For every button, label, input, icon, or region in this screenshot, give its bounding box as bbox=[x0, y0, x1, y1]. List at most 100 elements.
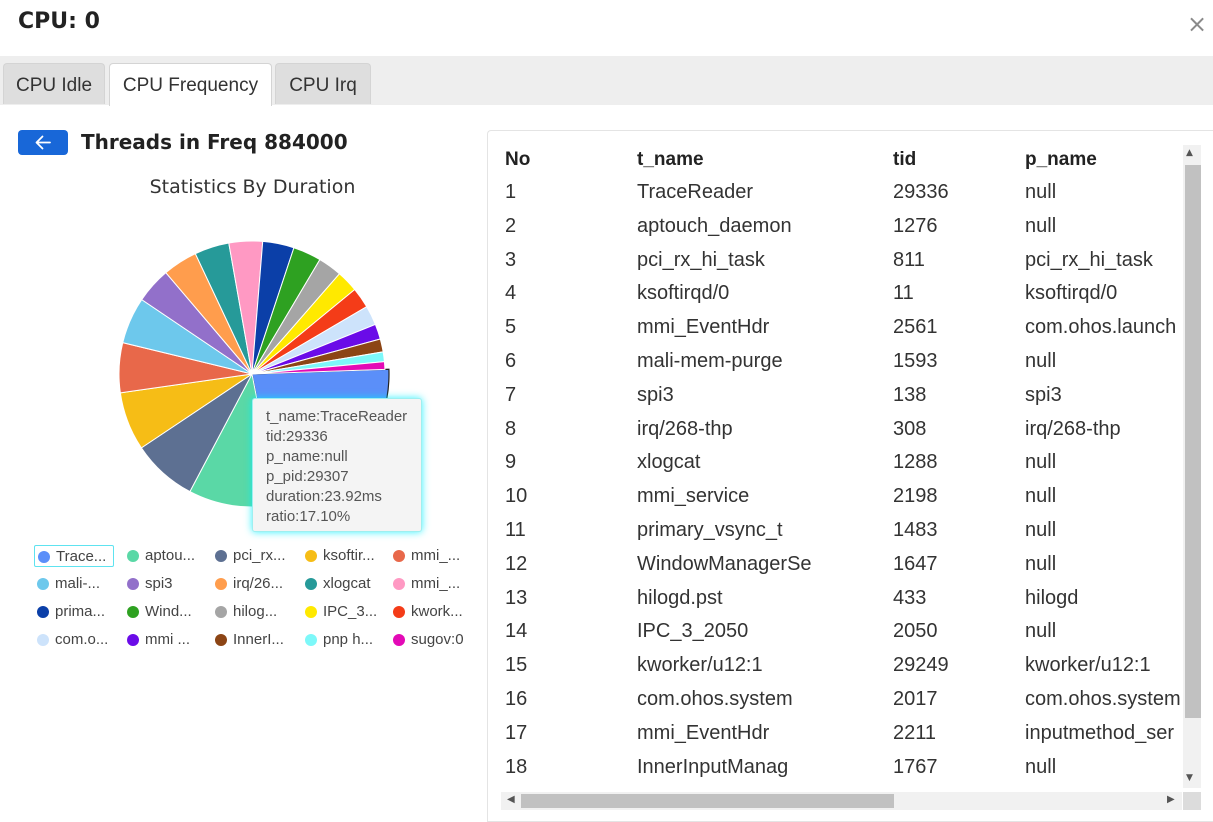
cell-t-name: mali-mem-purge bbox=[637, 350, 783, 372]
legend-label: Wind... bbox=[145, 603, 192, 620]
cell-p-name: null bbox=[1025, 350, 1057, 372]
cell-no: 3 bbox=[505, 248, 517, 271]
tooltip-duration: duration:23.92ms bbox=[266, 488, 382, 505]
table-row[interactable]: 14 IPC_3_2050 2050 null bbox=[488, 614, 1188, 648]
legend-color-dot bbox=[127, 634, 139, 646]
legend-item[interactable]: mmi_... bbox=[390, 573, 470, 595]
legend-label: xlogcat bbox=[323, 575, 371, 592]
cell-no: 9 bbox=[505, 451, 517, 474]
back-button[interactable] bbox=[18, 130, 68, 155]
cell-t-name: mmi_EventHdr bbox=[637, 721, 770, 744]
table-row[interactable]: 18 InnerInputManag 1767 null bbox=[488, 750, 1188, 784]
table-row[interactable]: 17 mmi_EventHdr 2211 inputmethod_ser bbox=[488, 716, 1188, 750]
legend-color-dot bbox=[305, 606, 317, 618]
pie-slice[interactable] bbox=[251, 361, 386, 375]
table-row[interactable]: 1 TraceReader 29336 null bbox=[488, 175, 1188, 209]
cell-no: 12 bbox=[505, 552, 528, 575]
cell-p-name: null bbox=[1025, 755, 1057, 778]
cell-p-name: null bbox=[1025, 552, 1057, 575]
cell-no: 16 bbox=[505, 688, 528, 710]
table-row[interactable]: 3 pci_rx_hi_task 811 pci_rx_hi_task bbox=[488, 243, 1188, 277]
legend-item[interactable]: xlogcat bbox=[302, 573, 382, 595]
legend-item[interactable]: hilog... bbox=[212, 601, 292, 623]
table-row[interactable]: 9 xlogcat 1288 null bbox=[488, 445, 1188, 479]
legend-item[interactable]: IPC_3... bbox=[302, 601, 382, 623]
legend-label: mmi_... bbox=[411, 547, 461, 564]
legend-item[interactable]: ksoftir... bbox=[302, 545, 382, 567]
table-row[interactable]: 5 mmi_EventHdr 2561 com.ohos.launch bbox=[488, 310, 1188, 344]
legend-color-dot bbox=[393, 634, 405, 646]
cell-tid: 1647 bbox=[893, 552, 938, 575]
cell-t-name: InnerInputManag bbox=[637, 755, 789, 778]
legend-label: mmi_... bbox=[411, 575, 461, 592]
cell-t-name: com.ohos.system bbox=[637, 688, 793, 710]
table-row[interactable]: 6 mali-mem-purge 1593 null bbox=[488, 344, 1188, 378]
cell-t-name: kworker/u12:1 bbox=[637, 654, 763, 677]
legend-color-dot bbox=[37, 634, 49, 646]
legend-item[interactable]: spi3 bbox=[124, 573, 204, 595]
table-row[interactable]: 12 WindowManagerSe 1647 null bbox=[488, 547, 1188, 581]
cell-tid: 1767 bbox=[893, 755, 938, 778]
table-row[interactable]: 16 com.ohos.system 2017 com.ohos.system bbox=[488, 682, 1188, 716]
column-header-p-name[interactable]: p_name bbox=[1025, 149, 1097, 170]
legend-item[interactable]: irq/26... bbox=[212, 573, 292, 595]
scroll-left-icon[interactable]: ◀ bbox=[507, 794, 515, 805]
legend-color-dot bbox=[38, 551, 50, 563]
scroll-right-icon[interactable]: ▶ bbox=[1167, 794, 1175, 805]
legend-item[interactable]: aptou... bbox=[124, 545, 204, 567]
legend-item[interactable]: kwork... bbox=[390, 601, 470, 623]
cell-no: 6 bbox=[505, 350, 517, 372]
legend-item[interactable]: InnerI... bbox=[212, 629, 292, 651]
legend-item[interactable]: Trace... bbox=[34, 545, 114, 567]
scroll-down-icon[interactable]: ▼ bbox=[1186, 773, 1193, 783]
cell-tid: 1288 bbox=[893, 451, 938, 474]
table-row[interactable]: 13 hilogd.pst 433 hilogd bbox=[488, 581, 1188, 615]
table-row[interactable]: 4 ksoftirqd/0 11 ksoftirqd/0 bbox=[488, 276, 1188, 310]
cell-tid: 2017 bbox=[893, 688, 938, 710]
legend-item[interactable]: mmi ... bbox=[124, 629, 204, 651]
cell-p-name: null bbox=[1025, 451, 1057, 474]
cell-no: 8 bbox=[505, 417, 517, 440]
table-row[interactable]: 7 spi3 138 spi3 bbox=[488, 378, 1188, 412]
tab-cpu-frequency[interactable]: CPU Frequency bbox=[109, 63, 272, 106]
table-row[interactable]: 15 kworker/u12:1 29249 kworker/u12:1 bbox=[488, 648, 1188, 682]
cell-p-name: inputmethod_ser bbox=[1025, 721, 1174, 744]
legend-item[interactable]: prima... bbox=[34, 601, 114, 623]
column-header-t-name[interactable]: t_name bbox=[637, 149, 704, 170]
legend-item[interactable]: mali-... bbox=[34, 573, 114, 595]
table-row[interactable]: 8 irq/268-thp 308 irq/268-thp bbox=[488, 412, 1188, 446]
vertical-scroll-thumb[interactable] bbox=[1185, 165, 1201, 718]
legend-color-dot bbox=[393, 550, 405, 562]
legend-color-dot bbox=[127, 578, 139, 590]
table-row[interactable]: 11 primary_vsync_t 1483 null bbox=[488, 513, 1188, 547]
table-row[interactable]: 10 mmi_service 2198 null bbox=[488, 479, 1188, 513]
cell-p-name: null bbox=[1025, 620, 1057, 643]
column-header-tid[interactable]: tid bbox=[893, 149, 917, 170]
cell-tid: 433 bbox=[893, 586, 927, 609]
legend-color-dot bbox=[127, 606, 139, 618]
cell-tid: 2211 bbox=[893, 721, 937, 744]
close-icon[interactable]: × bbox=[1187, 10, 1208, 38]
horizontal-scroll-thumb[interactable] bbox=[521, 794, 894, 808]
legend-item[interactable]: mmi_... bbox=[390, 545, 470, 567]
cell-p-name: pci_rx_hi_task bbox=[1025, 248, 1153, 271]
tooltip-ratio: ratio:17.10% bbox=[266, 508, 351, 525]
cell-p-name: com.ohos.launch bbox=[1025, 316, 1177, 339]
legend-item[interactable]: com.o... bbox=[34, 629, 114, 651]
legend-item[interactable]: pci_rx... bbox=[212, 545, 292, 567]
cell-tid: 1276 bbox=[893, 214, 938, 237]
cell-no: 5 bbox=[505, 316, 517, 339]
legend-item[interactable]: Wind... bbox=[124, 601, 204, 623]
legend-item[interactable]: pnp h... bbox=[302, 629, 382, 651]
cell-t-name: ksoftirqd/0 bbox=[637, 282, 730, 305]
column-header-no[interactable]: No bbox=[505, 149, 531, 170]
scroll-up-icon[interactable]: ▲ bbox=[1186, 148, 1193, 158]
table-row[interactable]: 2 aptouch_daemon 1276 null bbox=[488, 209, 1188, 243]
tab-cpu-idle[interactable]: CPU Idle bbox=[3, 63, 105, 104]
tooltip-p-pid: p_pid:29307 bbox=[266, 468, 349, 485]
legend-color-dot bbox=[305, 550, 317, 562]
legend-item[interactable]: sugov:0 bbox=[390, 629, 470, 651]
tab-cpu-irq[interactable]: CPU Irq bbox=[275, 63, 371, 104]
cell-no: 2 bbox=[505, 214, 517, 237]
cell-tid: 2561 bbox=[893, 316, 938, 339]
